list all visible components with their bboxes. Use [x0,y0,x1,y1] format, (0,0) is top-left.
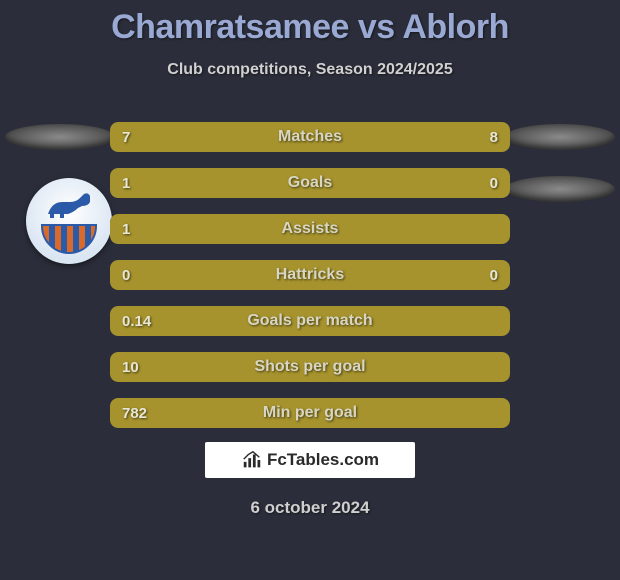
stat-value-left: 782 [122,398,147,428]
stat-label: Goals per match [110,306,510,336]
club-stripes [41,224,97,254]
stat-row: Min per goal782 [110,398,510,428]
stat-label: Shots per goal [110,352,510,382]
stat-label: Min per goal [110,398,510,428]
stat-value-right: 0 [490,260,498,290]
chart-icon [241,449,263,471]
stats-rows: Matches78Goals10Assists1Hattricks00Goals… [110,122,510,444]
page-subtitle: Club competitions, Season 2024/2025 [0,61,620,79]
stat-value-left: 1 [122,168,130,198]
stat-value-left: 10 [122,352,139,382]
stat-row: Goals per match0.14 [110,306,510,336]
fctables-label: FcTables.com [267,450,379,470]
stat-row: Shots per goal10 [110,352,510,382]
fctables-badge: FcTables.com [205,442,415,478]
stat-value-left: 0 [122,260,130,290]
stat-label: Goals [110,168,510,198]
stat-label: Matches [110,122,510,152]
stat-row: Assists1 [110,214,510,244]
page-title: Chamratsamee vs Ablorh [0,0,620,47]
left-player-ellipse [5,124,115,150]
stat-value-left: 7 [122,122,130,152]
stat-value-left: 1 [122,214,130,244]
horse-icon [44,192,94,220]
footer-date: 6 october 2024 [0,498,620,518]
stat-label: Hattricks [110,260,510,290]
stat-value-left: 0.14 [122,306,151,336]
stat-row: Hattricks0 0 [110,260,510,290]
stat-label: Assists [110,214,510,244]
stat-row: Goals1 0 [110,168,510,198]
right-player-ellipse-2 [505,176,615,202]
club-logo [26,178,112,264]
stat-value-right: 8 [490,122,498,152]
right-player-ellipse-1 [505,124,615,150]
stat-row: Matches7 8 [110,122,510,152]
stat-value-right: 0 [490,168,498,198]
